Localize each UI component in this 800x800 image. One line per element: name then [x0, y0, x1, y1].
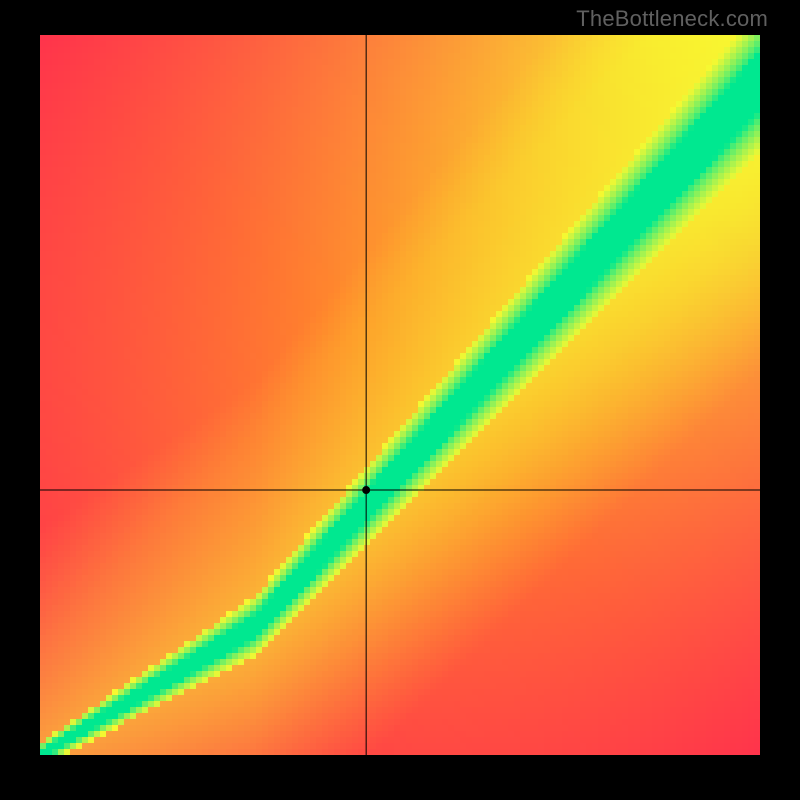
watermark-text: TheBottleneck.com [576, 6, 768, 32]
chart-area [40, 35, 760, 755]
heatmap-canvas [40, 35, 760, 755]
chart-container: { "watermark": { "text": "TheBottleneck.… [0, 0, 800, 800]
